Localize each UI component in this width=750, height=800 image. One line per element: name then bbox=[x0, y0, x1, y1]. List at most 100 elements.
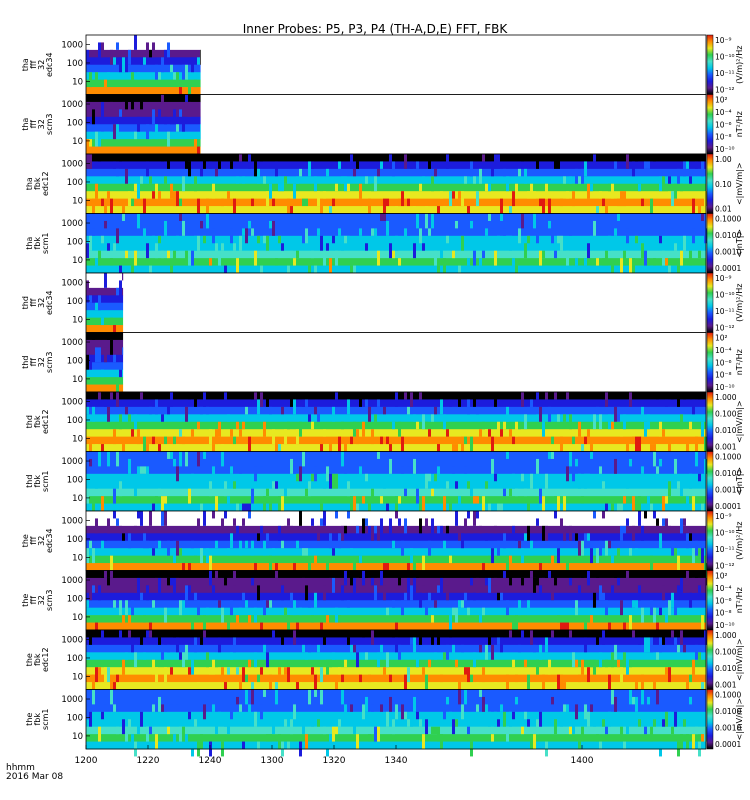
spectrogram-pixel bbox=[230, 533, 233, 549]
colorbar-units: nT²/Hz bbox=[735, 349, 744, 375]
spectrogram-pixel bbox=[479, 689, 482, 697]
spectrogram-pixel bbox=[404, 518, 407, 534]
panel-label: thafff32scm3 bbox=[21, 114, 54, 135]
spectrogram-pixel bbox=[236, 421, 239, 430]
spectrogram-pixel bbox=[110, 682, 113, 690]
spectrogram-pixel bbox=[215, 540, 218, 549]
spectrogram-pixel bbox=[491, 734, 494, 742]
spectrogram-pixel bbox=[392, 161, 395, 177]
colorbar-tick-label: 10⁻¹² bbox=[715, 562, 735, 571]
spectrogram-pixel bbox=[251, 488, 254, 504]
spectrogram-pixel bbox=[395, 496, 398, 512]
spectrogram-pixel bbox=[365, 399, 368, 407]
spectrogram-pixel bbox=[437, 466, 440, 482]
spectrogram-pixel bbox=[686, 496, 689, 512]
spectrogram-pixel bbox=[434, 726, 437, 735]
spectrogram-pixel bbox=[335, 511, 338, 519]
spectrogram-pixel bbox=[170, 64, 173, 73]
spectrogram-pixel bbox=[341, 585, 344, 601]
spectrogram-pixel bbox=[293, 466, 296, 474]
spectrogram-pixel bbox=[701, 421, 704, 437]
spectrogram-pixel bbox=[254, 466, 257, 482]
spectrogram-pixel bbox=[434, 250, 437, 266]
spectrogram-pixel bbox=[623, 250, 626, 266]
spectrogram-pixel bbox=[599, 585, 602, 601]
spectrogram-pixel bbox=[530, 183, 533, 199]
spectrogram-pixel bbox=[140, 511, 143, 526]
spectrogram-pixel bbox=[173, 548, 176, 564]
spectrogram-pixel bbox=[683, 518, 686, 526]
spectrogram-pixel bbox=[500, 637, 503, 653]
spectrogram-pixel bbox=[689, 696, 692, 705]
spectrogram-pixel bbox=[140, 392, 143, 400]
spectrogram-pixel bbox=[668, 600, 671, 616]
spectrogram-pixel bbox=[182, 503, 185, 511]
y-tick-label: 100 bbox=[67, 59, 83, 69]
spectrogram-band bbox=[86, 429, 706, 438]
spectrogram-panel-9: 101001000thefff32edc3410⁻⁹10⁻¹⁰10⁻¹¹10⁻¹… bbox=[21, 510, 744, 578]
spectrogram-pixel bbox=[101, 630, 104, 638]
y-tick-label: 10 bbox=[72, 137, 83, 147]
colorbar bbox=[706, 153, 714, 214]
spectrogram-pixel bbox=[578, 421, 581, 437]
spectrogram-pixel bbox=[398, 644, 401, 660]
spectrogram-band bbox=[86, 682, 706, 690]
spectrogram-pixel bbox=[395, 511, 398, 519]
spectrogram-pixel bbox=[317, 622, 320, 630]
spectrogram-pixel bbox=[221, 198, 224, 207]
spectrogram-pixel bbox=[587, 429, 590, 445]
y-tick-label: 100 bbox=[67, 297, 83, 307]
spectrogram-pixel bbox=[500, 704, 503, 712]
spectrogram-pixel bbox=[629, 392, 632, 407]
colorbar-tick-label: 0.100 bbox=[715, 410, 737, 419]
spectrogram-band bbox=[86, 555, 706, 564]
y-tick-label: 10 bbox=[72, 613, 83, 623]
spectrogram-pixel bbox=[683, 235, 686, 251]
colorbar-units: <|mV/m|> bbox=[735, 638, 744, 681]
spectrogram-pixel bbox=[572, 600, 575, 608]
spectrogram-pixel bbox=[329, 473, 332, 489]
spectrogram-pixel bbox=[401, 682, 404, 690]
spectrogram-pixel bbox=[635, 436, 638, 452]
spectrogram-pixel bbox=[635, 235, 638, 244]
spectrogram-pixel bbox=[542, 525, 545, 541]
spectrogram-pixel bbox=[479, 615, 482, 623]
spectrogram-pixel bbox=[287, 667, 290, 683]
spectrogram-pixel bbox=[557, 496, 560, 512]
spectrogram-pixel bbox=[119, 481, 122, 497]
spectrogram-pixel bbox=[122, 206, 125, 214]
spectrogram-pixel bbox=[203, 630, 206, 638]
colorbar-tick-label: 10⁻⁹ bbox=[715, 274, 732, 283]
spectrogram-pixel bbox=[572, 265, 575, 273]
spectrogram-pixel bbox=[305, 488, 308, 497]
spectrogram-pixel bbox=[206, 406, 209, 415]
spectrogram-pixel bbox=[374, 503, 377, 511]
spectrogram-pixel bbox=[464, 518, 467, 534]
spectrogram-pixel bbox=[653, 154, 656, 162]
spectrogram-pixel bbox=[353, 719, 356, 735]
spectrogram-pixel bbox=[194, 235, 197, 251]
spectrogram-pixel bbox=[539, 711, 542, 727]
spectrogram-pixel bbox=[107, 577, 110, 586]
spectrogram-pixel bbox=[305, 548, 308, 556]
spectrogram-pixel bbox=[644, 726, 647, 735]
spectrogram-pixel bbox=[302, 228, 305, 244]
spectrogram-pixel bbox=[188, 667, 191, 675]
spectrogram-pixel bbox=[494, 473, 497, 482]
panel-label: thdfbkscm1 bbox=[25, 471, 50, 492]
spectrogram-pixel bbox=[113, 704, 116, 712]
colorbar bbox=[706, 391, 714, 452]
spectrogram-pixel bbox=[461, 644, 464, 653]
spectrogram-pixel bbox=[605, 540, 608, 556]
spectrogram-pixel bbox=[311, 421, 314, 430]
spectrogram-pixel bbox=[149, 630, 152, 638]
spectrogram-pixel bbox=[485, 429, 488, 437]
spectrogram-pixel bbox=[203, 511, 206, 526]
spectrogram-pixel bbox=[191, 57, 194, 73]
spectrogram-band bbox=[86, 719, 706, 728]
colorbar-tick-label: 0.1000 bbox=[715, 691, 741, 700]
spectrogram-pixel bbox=[119, 414, 122, 430]
colorbar-units: <|mV/m|> bbox=[735, 698, 744, 741]
spectrogram-pixel bbox=[605, 206, 608, 214]
spectrogram-pixel bbox=[362, 570, 365, 586]
